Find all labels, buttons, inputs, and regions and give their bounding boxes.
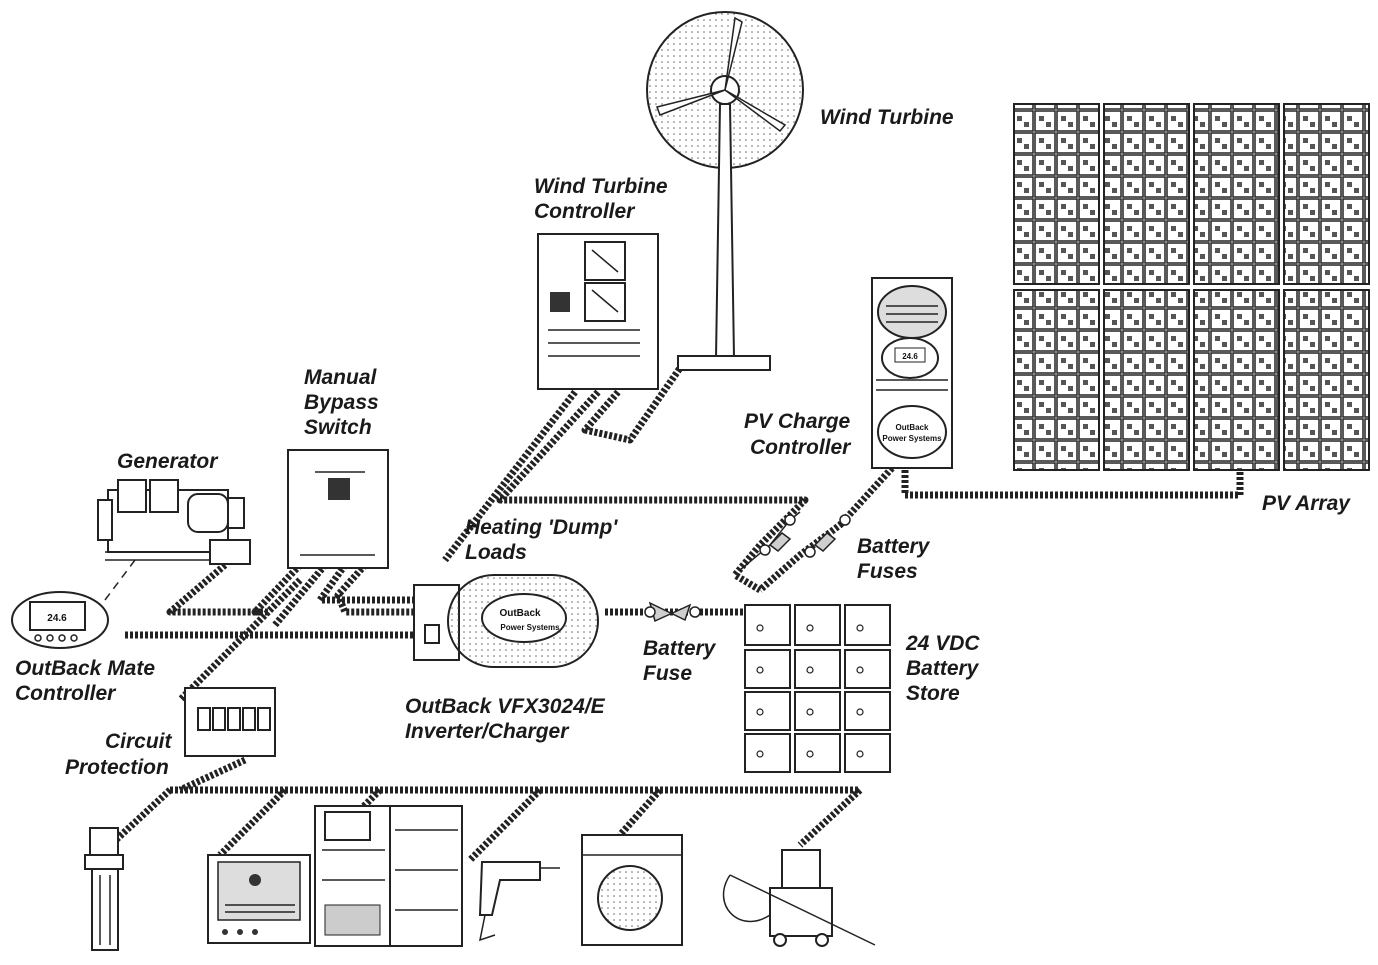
pv-controller-brand: OutBack <box>896 423 929 432</box>
mate-controller-label-1: OutBack Mate <box>15 657 155 680</box>
circuit-protection-label-2: Protection <box>65 756 169 779</box>
battery-fuse-label-2: Fuse <box>643 662 692 685</box>
inverter-label-2: Inverter/Charger <box>405 720 570 743</box>
pv-charge-controller-label-2: Controller <box>750 436 852 459</box>
inverter-label-1: OutBack VFX3024/E <box>405 695 606 718</box>
wind-turbine-controller-label-2: Controller <box>534 200 636 223</box>
battery-fuse-label-1: Battery <box>643 637 717 660</box>
pv-controller-display: 24.6 <box>902 352 918 361</box>
outback-mate-controller: 24.6 <box>11 591 109 649</box>
pv-array-label: PV Array <box>1262 492 1351 515</box>
washing-machine <box>581 834 683 946</box>
battery-fuses-symbol <box>739 511 851 571</box>
vacuum-cleaner <box>722 849 876 947</box>
generator-label: Generator <box>117 450 219 473</box>
wind-turbine-label: Wind Turbine <box>820 106 954 129</box>
wind-turbine-controller-label-1: Wind Turbine <box>534 175 668 198</box>
circuit-protection-panel <box>184 687 276 757</box>
pv-controller-brand-sub: Power Systems <box>882 434 942 443</box>
battery-store-label-2: Battery <box>906 657 980 680</box>
battery-fuse-symbol <box>644 601 701 623</box>
wind-turbine <box>646 11 804 371</box>
inverter-brand-sub: Power Systems <box>500 623 560 632</box>
labels: Wind Turbine Wind Turbine Controller Man… <box>15 106 1351 779</box>
wind-turbine-controller <box>537 233 659 390</box>
heating-dump-label-2: Loads <box>465 541 527 564</box>
power-drill <box>478 861 560 942</box>
pv-charge-controller: 24.6 OutBack Power Systems <box>871 277 953 469</box>
battery-store-label-1: 24 VDC <box>905 632 980 655</box>
outback-inverter-charger: OutBack Power Systems <box>413 574 599 668</box>
light-bulb <box>84 827 124 951</box>
heating-dump-label-1: Heating 'Dump' <box>465 516 618 539</box>
refrigerator <box>314 805 463 947</box>
battery-fuses-label-2: Fuses <box>857 560 918 583</box>
battery-store <box>744 604 891 773</box>
inverter-brand: OutBack <box>499 608 541 619</box>
mate-display: 24.6 <box>47 613 67 624</box>
mate-controller-label-2: Controller <box>15 682 117 705</box>
manual-bypass-label-1: Manual <box>304 366 378 389</box>
pv-array <box>1013 103 1370 471</box>
television <box>207 854 311 944</box>
battery-store-label-3: Store <box>906 682 960 705</box>
pv-charge-controller-label-1: PV Charge <box>744 410 851 433</box>
circuit-protection-label-1: Circuit <box>105 730 173 753</box>
generator <box>97 479 251 565</box>
manual-bypass-label-3: Switch <box>304 416 372 439</box>
battery-fuses-label-1: Battery <box>857 535 931 558</box>
manual-bypass-label-2: Bypass <box>304 391 379 414</box>
manual-bypass-switch <box>287 449 389 569</box>
